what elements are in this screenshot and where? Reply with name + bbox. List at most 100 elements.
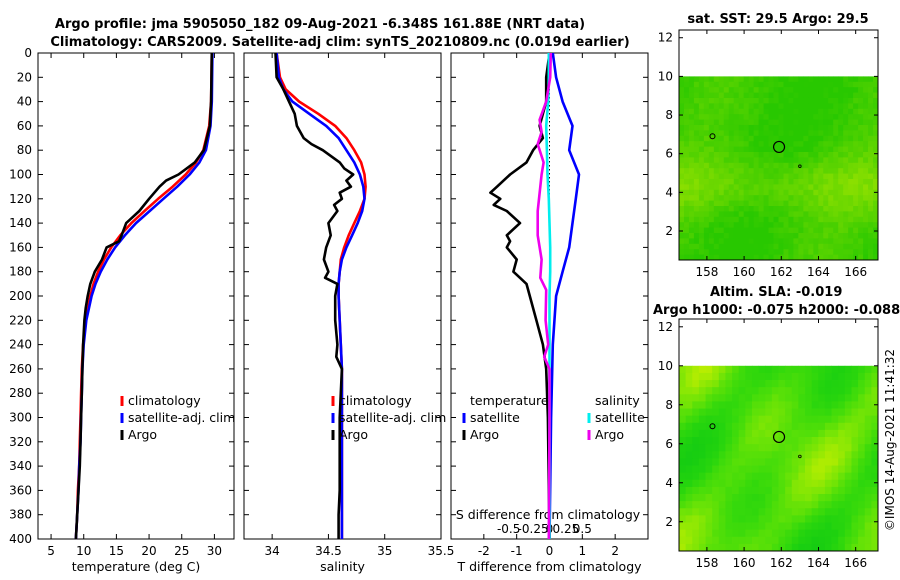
map-cell	[824, 494, 832, 502]
map-cell	[725, 365, 733, 374]
map-cell	[805, 451, 813, 459]
map-cell	[813, 141, 819, 147]
map-cell	[703, 119, 710, 126]
map-cell	[705, 387, 713, 395]
map-cell	[831, 472, 839, 481]
map-cell	[863, 108, 869, 115]
map-cell	[798, 233, 804, 239]
map-cell	[788, 124, 794, 131]
map-cell	[692, 429, 700, 438]
map-cell	[798, 124, 804, 131]
map-cell	[688, 178, 695, 185]
map-cell	[733, 173, 740, 180]
map-cell	[758, 387, 766, 395]
map-cell	[765, 529, 773, 538]
map-cell	[818, 216, 824, 223]
map-cell	[853, 178, 859, 185]
map-cell	[763, 87, 769, 93]
map-cell	[783, 87, 789, 93]
map-cell	[783, 195, 789, 201]
map-cell	[793, 238, 799, 245]
map-cell	[811, 429, 819, 438]
map-cell	[831, 486, 839, 495]
map-cell	[758, 97, 764, 104]
map-cell	[831, 465, 839, 474]
map-cell	[768, 227, 774, 234]
map-cell	[679, 458, 687, 466]
map-cell	[843, 103, 849, 110]
map-cell	[778, 444, 786, 452]
map-cell	[791, 444, 799, 452]
map-cell	[778, 508, 786, 516]
map-cell	[818, 168, 824, 174]
map-cell	[831, 522, 839, 531]
map-cell	[765, 479, 773, 488]
map-cell	[725, 444, 733, 452]
map-cell	[723, 81, 730, 88]
map-cell	[793, 92, 799, 99]
map-cell	[679, 437, 687, 445]
map-cell	[758, 92, 764, 99]
map-cell	[773, 124, 779, 131]
map-cell	[873, 87, 879, 93]
map-cell	[683, 151, 690, 158]
map-cell	[728, 206, 735, 212]
map-cell	[811, 486, 819, 495]
map-cell	[738, 195, 745, 201]
map-cell	[785, 365, 793, 374]
map-cell	[758, 146, 764, 153]
map-cell	[783, 211, 789, 218]
map-cell	[743, 243, 750, 250]
map-cell	[843, 114, 849, 120]
map-cell	[733, 211, 740, 218]
map-cell	[858, 81, 864, 88]
map-cell	[733, 254, 740, 261]
map-cell	[758, 437, 766, 445]
map-cell	[692, 444, 700, 452]
map-cell	[848, 233, 854, 239]
map-cell	[758, 415, 766, 424]
map-cell	[818, 522, 826, 531]
map-cell	[773, 184, 779, 191]
map-cell	[683, 157, 690, 164]
map-cell	[732, 508, 740, 516]
map-cell	[708, 184, 715, 191]
map-cell	[723, 178, 730, 185]
map-cell	[738, 141, 745, 147]
map-cell	[708, 108, 715, 115]
map-cell	[733, 157, 740, 164]
map-cell	[713, 146, 720, 153]
map-cell	[858, 97, 864, 104]
map-cell	[703, 200, 710, 207]
map-cell	[778, 486, 786, 495]
map-cell	[771, 465, 779, 474]
map-cell	[851, 372, 859, 381]
map-cell	[751, 387, 759, 395]
map-cell	[788, 81, 794, 88]
map-cell	[743, 119, 750, 126]
map-cell	[743, 87, 750, 93]
map-cell	[868, 97, 874, 104]
map-x-tick-label: 158	[695, 556, 718, 570]
map-cell	[873, 216, 879, 223]
map-cell	[838, 146, 844, 153]
map-cell	[803, 92, 809, 99]
map-cell	[843, 135, 849, 142]
map-cell	[718, 92, 725, 99]
map-cell	[785, 494, 793, 502]
y-tick-label: 100	[9, 168, 32, 182]
map-cell	[718, 429, 726, 438]
map-cell	[685, 494, 693, 502]
map-cell	[803, 114, 809, 120]
map-cell	[813, 162, 819, 169]
map-cell	[763, 76, 769, 83]
map-cell	[718, 146, 725, 153]
map-cell	[751, 408, 759, 417]
map-cell	[683, 119, 690, 126]
map-cell	[788, 97, 794, 104]
map-cell	[831, 543, 839, 552]
map-cell	[838, 76, 844, 83]
map-cell	[833, 141, 839, 147]
map-cell	[853, 103, 859, 110]
map-cell	[698, 146, 705, 153]
